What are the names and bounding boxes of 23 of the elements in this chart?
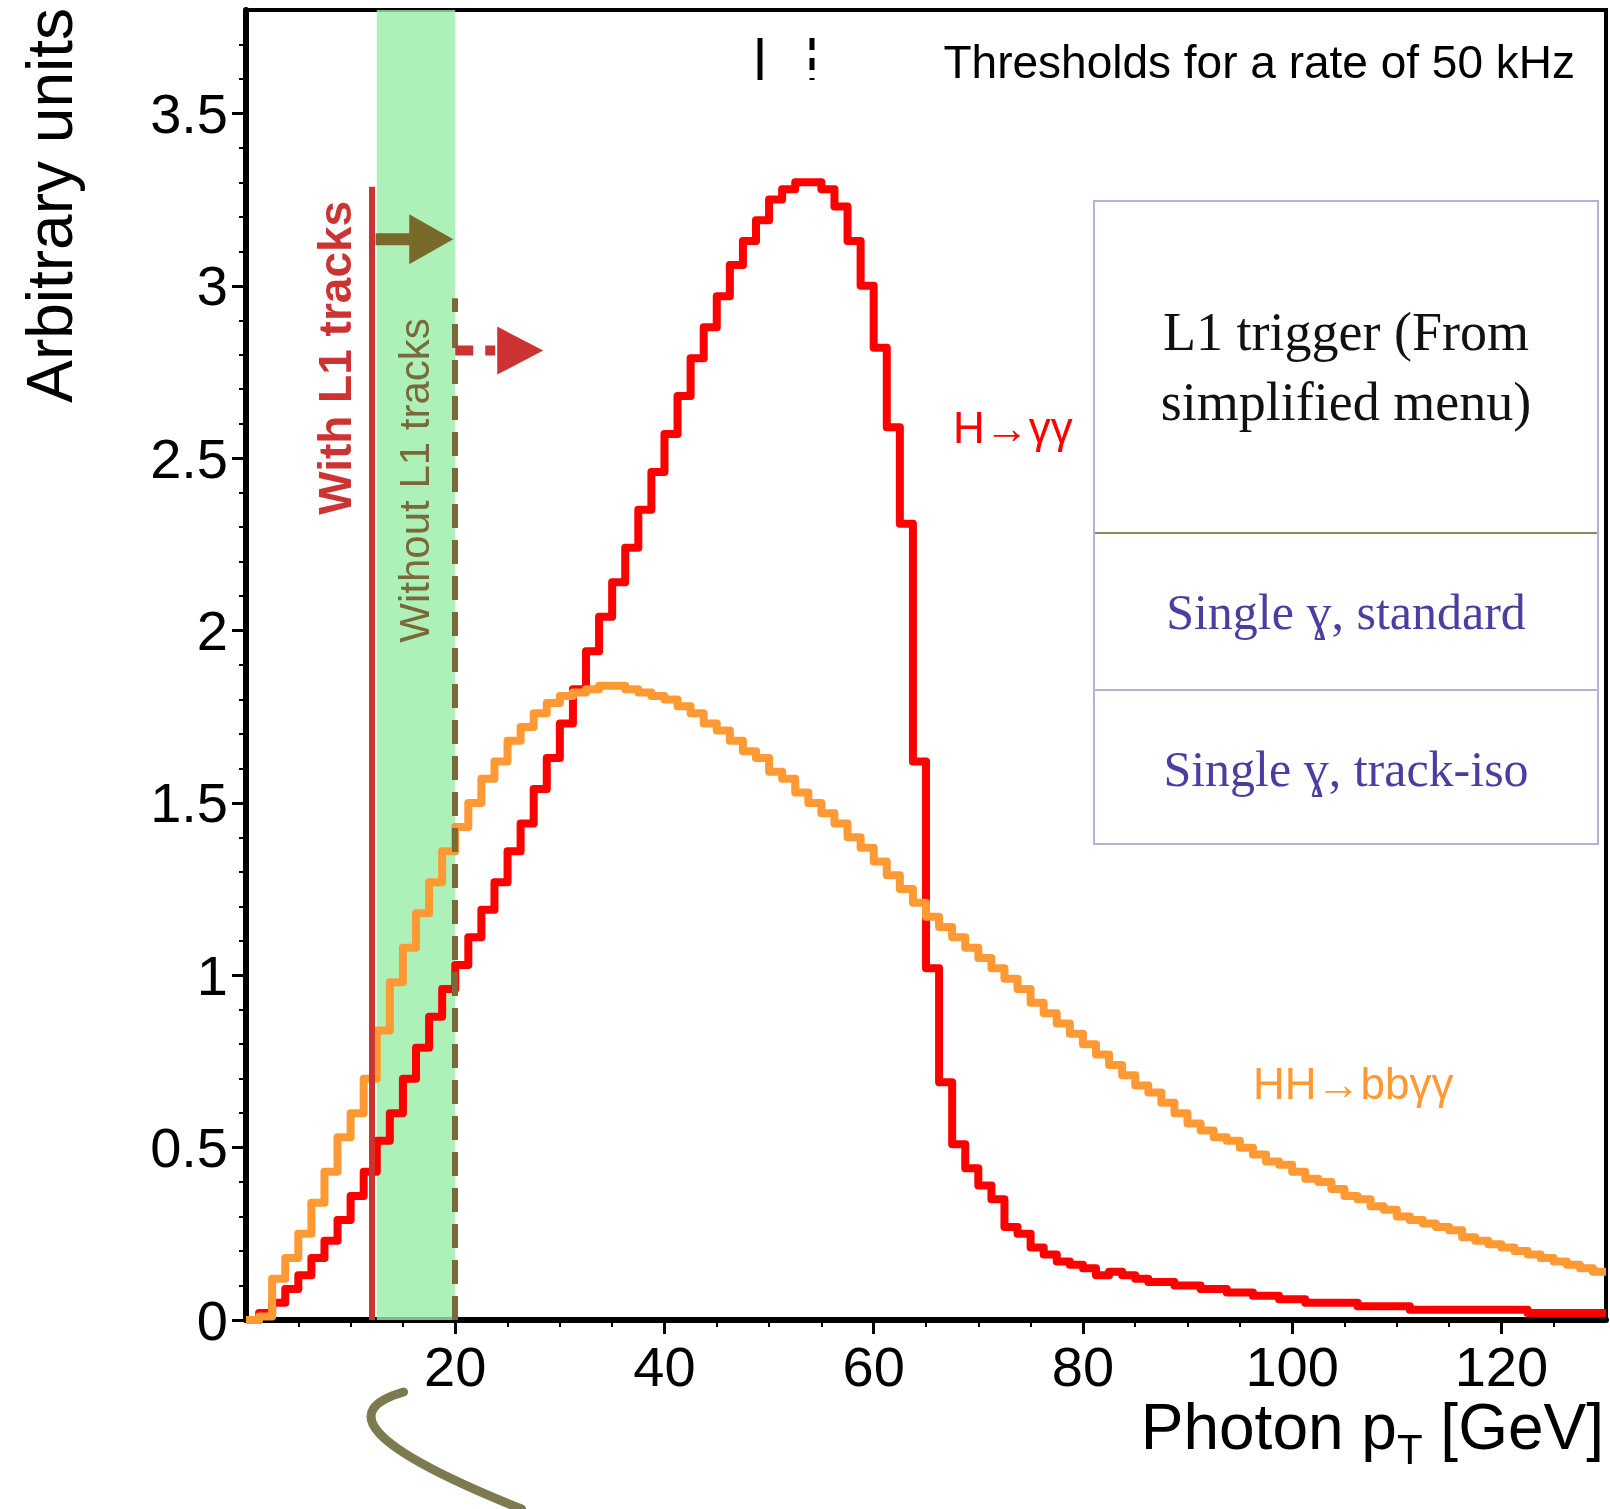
series-label: H→γγ — [952, 402, 1073, 452]
y-tick-label: 3.5 — [150, 81, 228, 145]
x-tick-label: 100 — [1245, 1334, 1339, 1398]
annotation: Single ɣ, standard — [1165, 582, 1527, 642]
y-tick-label: 3 — [196, 254, 228, 318]
y-tick-label: 0.5 — [150, 1116, 228, 1180]
annotation: Single ɣ, track-iso — [1095, 689, 1597, 846]
y-tick-label: 2 — [196, 599, 228, 663]
ref-line-label: Without L1 tracks — [390, 318, 438, 643]
x-tick-label: 120 — [1454, 1334, 1549, 1398]
x-tick-label: 40 — [633, 1334, 696, 1398]
ref-line-label: With L1 tracks — [308, 200, 361, 515]
annotation: Thresholds for a rate of 50 kHz — [943, 36, 1575, 88]
y-axis-title: Arbitrary units — [14, 8, 86, 403]
x-tick-label: 80 — [1051, 1334, 1115, 1398]
y-tick-label: 0 — [196, 1288, 228, 1352]
x-tick-label: 20 — [424, 1334, 487, 1398]
text: L1 trigger (From simplified menu) — [1095, 202, 1597, 534]
y-tick-label: 1 — [196, 943, 228, 1007]
y-tick-label: 2.5 — [150, 426, 228, 490]
x-tick-label: 60 — [842, 1334, 905, 1398]
series-label: HH→bbγγ — [1252, 1059, 1454, 1108]
y-tick-label: 1.5 — [150, 771, 228, 835]
